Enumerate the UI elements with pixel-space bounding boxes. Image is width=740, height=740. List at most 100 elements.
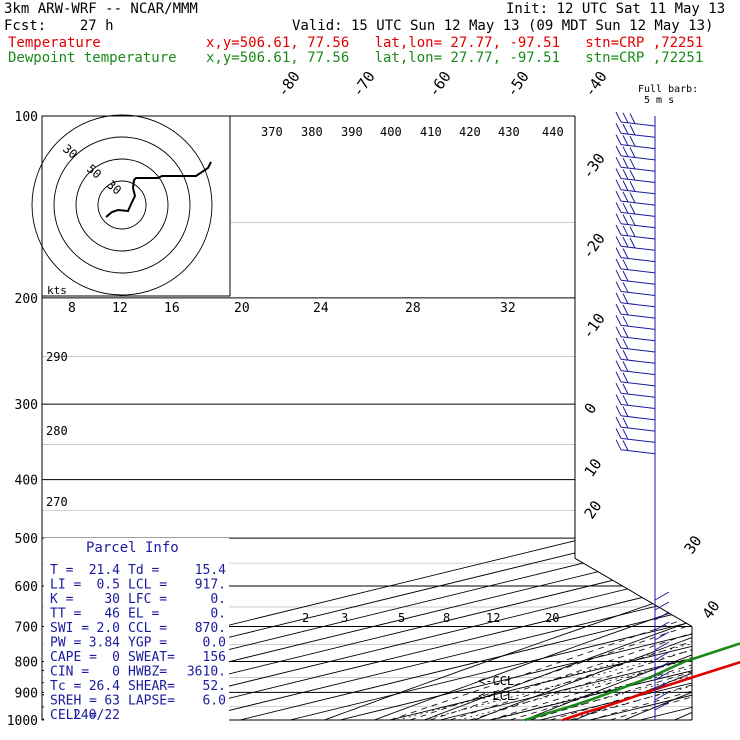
wind-barb-4 [620,166,656,172]
forecast-hour: Fcst: 27 h [4,18,114,34]
isotherm--110 [42,116,692,720]
init-time: Init: 12 UTC Sat 11 May 13 [506,1,726,17]
parcel-row-7-value1: 0 [112,665,120,680]
wind-barb-feather-21-0 [615,349,622,360]
theta-label-6: 430 [498,125,520,139]
wind-barb-17 [620,313,656,319]
parcel-row-3-label2: EL = [128,607,159,622]
dewpoint-point-5 [649,676,651,679]
dry-adiabat-label-1: 280 [46,424,68,438]
wind-barb-low-2 [654,611,670,621]
parcel-row-8-value2: 52. [203,679,226,694]
wind-barb-feather-12-0 [615,247,622,258]
pressure-label-500: 500 [15,532,38,547]
pressure-label-900: 900 [15,686,38,701]
wind-barb-feather-4-0 [615,156,622,168]
dewpoint-legend-info: x,y=506.61, 77.56 lat,lon= 27.77, -97.51… [206,50,704,66]
isotherm-label--30: -30 [579,150,609,183]
kts-label: kts [47,284,67,297]
right-axis-diagonal [574,557,693,627]
wind-barb-low-11 [654,701,670,711]
isotherm--40 [239,116,692,720]
parcel-row-9-label2: LAPSE= [128,694,175,709]
wind-barb-19 [620,336,656,342]
parcel-info-title: Parcel Info [86,540,179,556]
wind-barb-feather-23-0 [615,371,622,383]
parcel-row-10-label1: CELL = [50,708,97,723]
isotherm-label--80: -80 [274,68,304,101]
wind-barb-feather-13-0 [615,258,622,270]
wind-barb-feather-10-2 [629,226,636,237]
wind-barb-feather-4-1 [622,157,629,169]
dewpoint-point-6 [684,660,686,663]
wind-barb-14 [620,279,656,285]
parcel-row-6-label1: CAPE = [50,650,97,665]
dewpoint-legend-label: Dewpoint temperature [8,50,177,66]
theta-label-3: 400 [380,125,402,139]
wind-barb-low-5 [654,641,670,651]
plot-area [42,116,692,720]
parcel-row-8-value1: 26.4 [89,679,120,694]
mixing-ratio-label-5: 20 [545,611,559,625]
parcel-row-7-label2: HWBZ= [128,665,167,680]
dry-adiabat-280 [474,116,692,720]
wind-barb-feather-7-2 [629,192,636,203]
wind-barb-feather-9-1 [622,214,629,225]
parcel-row-5-value1: 3.84 [89,636,120,651]
wind-barb-feather-2-2 [629,135,636,147]
top-scale-label-2: 16 [164,301,180,316]
wind-barb-feather-3-0 [615,145,622,157]
wind-barb-feather-5-1 [622,169,629,180]
isotherm--20 [339,116,692,720]
isotherm-label-20: 20 [581,497,606,522]
hodograph-frame [41,115,231,297]
wind-barb-feather-28-0 [615,428,622,439]
wind-barb-27 [620,426,656,432]
ccl-label: <-CCL [478,674,514,688]
wind-barb-low-6 [654,651,670,661]
moist-adiabat-30 [589,297,692,720]
wind-barb-feather-29-1 [622,440,629,451]
moist-adiabat-6 [469,297,692,720]
moist-adiabat-18 [529,297,692,720]
parcel-row-1-value2: 917. [195,578,226,593]
temperature-point-5 [691,676,694,679]
wind-barb-22 [620,370,656,376]
wind-barb-feather-16-0 [615,292,622,304]
wind-barb-feather-3-2 [629,147,636,158]
parcel-info-box [44,538,229,721]
isotherm-label--50: -50 [503,68,533,101]
parcel-row-0-label2: Td = [128,563,159,578]
dry-adiabat-320 [674,116,692,720]
isotherm--60 [139,116,692,720]
wind-barb-feather-8-2 [629,203,636,215]
top-scale-label-4: 24 [313,301,329,316]
wind-barb-25 [620,404,656,409]
wind-barb-feather-0-2 [629,113,636,124]
wind-barb-feather-18-0 [615,315,622,326]
wind-barb-feather-11-2 [629,237,636,249]
wind-barb-feather-2-0 [615,134,622,145]
dewpoint-point-7 [736,643,738,646]
wind-barb-low-4 [654,631,670,641]
wind-barb-feather-21-1 [622,349,629,361]
wind-barb-low-0 [654,591,670,601]
parcel-row-6-label2: SWEAT= [128,650,175,665]
wind-barb-feather-2-1 [622,135,629,146]
parcel-row-1-label1: LI = [50,578,81,593]
hodograph-ring-2 [53,136,191,274]
mixing-ratio-2 [397,585,692,720]
wind-barb-low-3 [654,621,670,631]
parcel-row-2-label1: K = [50,592,74,607]
wind-barb-feather-16-1 [622,293,629,304]
wind-barb-feather-6-0 [615,179,622,191]
temperature-point-2 [604,705,606,708]
wind-barb-feather-17-0 [615,303,622,315]
isotherm--80 [42,116,692,720]
wind-barb-29 [620,449,656,455]
hodograph-ring-3 [31,114,213,296]
isotherm-label-40: 40 [699,597,724,622]
dry-adiabat-290 [524,116,692,720]
wind-barb-0 [620,121,656,127]
dewpoint-point-4 [610,691,612,694]
